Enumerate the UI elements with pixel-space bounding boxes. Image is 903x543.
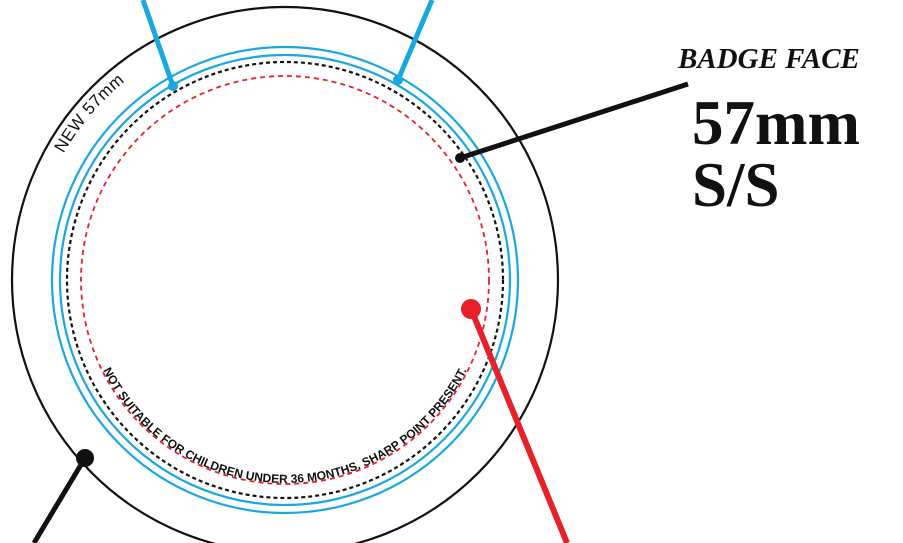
cyan-leader-dot-left [168, 81, 178, 91]
cyan-leader-line-right [395, 0, 435, 81]
cyan-outer-circle [50, 45, 520, 515]
safety-warning-path: NOT SUITABLE FOR CHILDREN UNDER 36 MONTH… [100, 365, 469, 486]
badge-face-leader-dot [455, 153, 465, 163]
cyan-leader-dot-right [393, 75, 403, 85]
badge-type-label: S/S [692, 150, 780, 220]
red-dashed-circle [80, 75, 490, 485]
badge-face-leader-line [459, 81, 689, 161]
outer-cut-leader-dot [76, 449, 94, 467]
cyan-leader-line-left [140, 0, 176, 87]
red-leader-dot [461, 299, 481, 319]
safety-warning-text: NOT SUITABLE FOR CHILDREN UNDER 36 MONTH… [100, 365, 469, 486]
badge-size-label: 57mm [692, 88, 860, 158]
red-leader-line [468, 307, 570, 543]
cyan-inner-circle [58, 53, 512, 507]
badge-face-title: BADGE FACE [678, 43, 860, 75]
outer-cut-circle [10, 5, 560, 543]
black-dashed-circle [65, 60, 505, 500]
outer-cut-leader-line [31, 456, 88, 543]
